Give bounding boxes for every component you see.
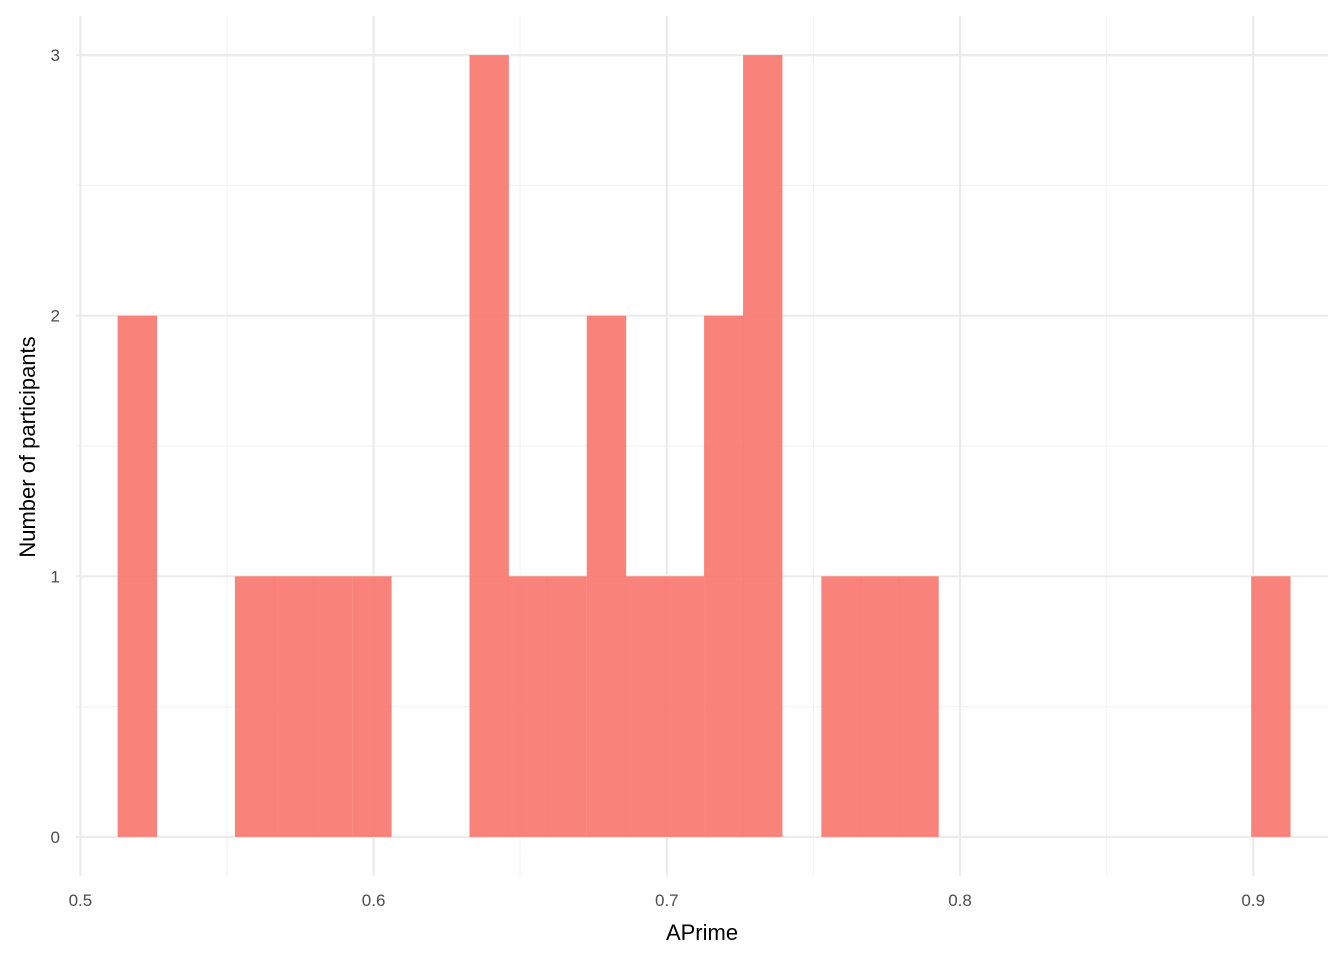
y-tick-label: 1 [51,567,60,586]
histogram-bar [1251,576,1291,837]
x-tick-label: 0.9 [1241,891,1265,910]
y-tick-label: 2 [51,307,60,326]
x-tick-label: 0.5 [69,891,93,910]
histogram-bar [625,576,666,837]
histogram-bar [743,55,783,837]
y-tick-label: 0 [51,828,60,847]
histogram-bar [234,576,275,837]
y-axis-tick-labels: 0 1 2 3 [51,46,60,847]
histogram-bar [547,576,587,837]
histogram-bar [664,576,705,837]
histogram-bar [273,576,314,837]
x-tick-label: 0.8 [948,891,972,910]
histogram-bar [586,315,627,837]
histogram-bar [860,576,900,837]
histogram-bar [352,576,392,837]
histogram-bar [899,576,939,837]
x-tick-label: 0.7 [655,891,679,910]
histogram-bar [117,315,158,837]
x-axis-tick-labels: 0.5 0.6 0.7 0.8 0.9 [69,891,1265,910]
histogram-bar [821,576,861,837]
histogram-bar [469,55,509,837]
y-axis-title: Number of participants [15,336,40,557]
x-tick-label: 0.6 [362,891,386,910]
histogram-bar [704,315,744,837]
histogram-bars [117,55,1291,837]
x-axis-title: APrime [666,920,738,945]
histogram-bar [508,576,548,837]
histogram-bar [312,576,353,837]
y-tick-label: 3 [51,46,60,65]
